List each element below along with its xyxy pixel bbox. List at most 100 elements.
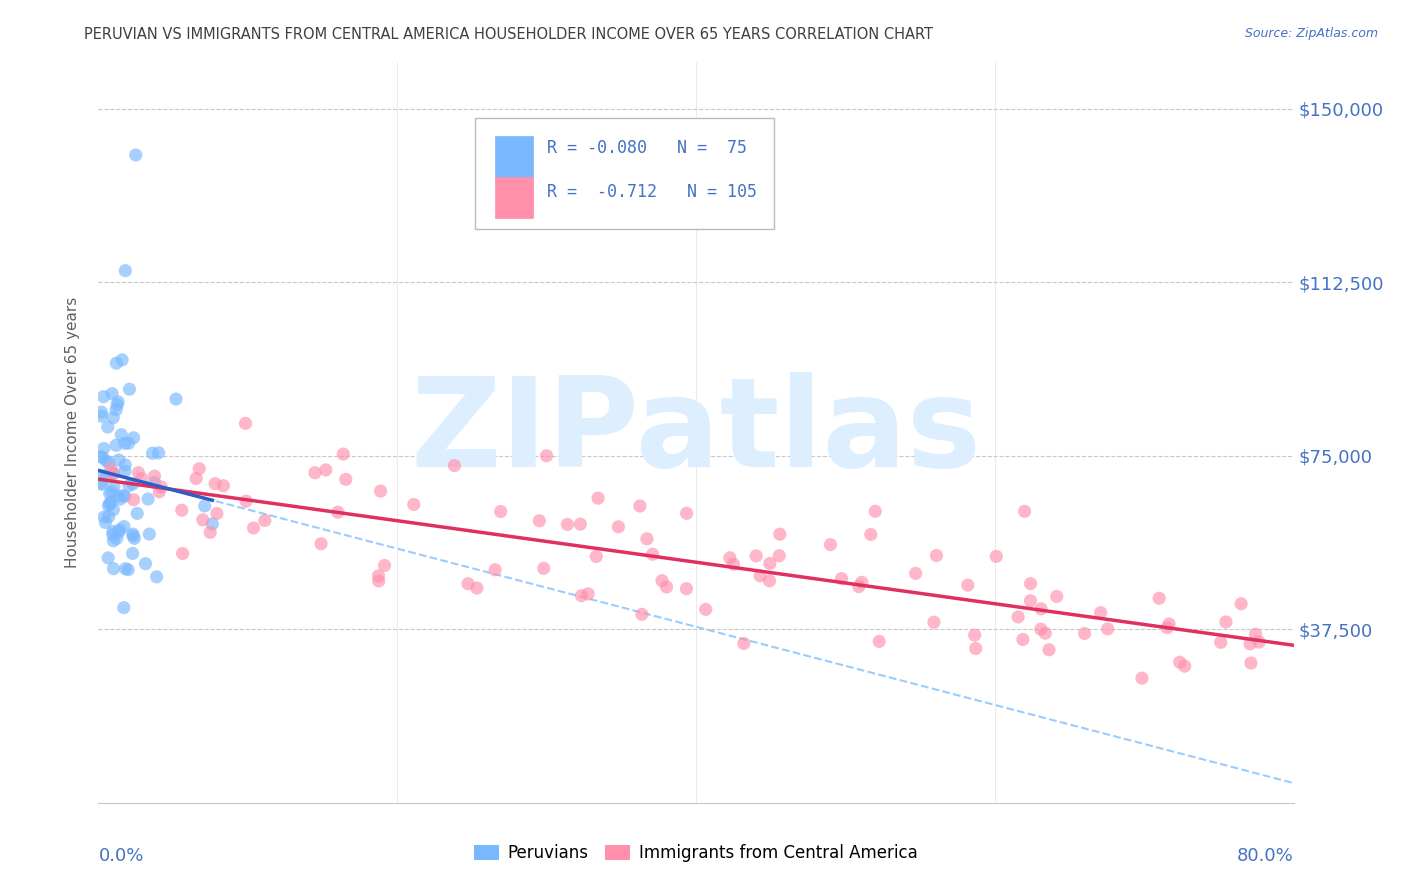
Point [127,507,149,521]
Point [651,574,673,588]
Point [94,453,117,467]
Point [90,409,112,424]
Point [105,402,128,417]
Point [576,587,599,601]
Point [148,446,170,460]
Point [484,563,506,577]
Point [536,449,558,463]
Point [127,466,149,480]
Point [925,549,948,563]
Point [150,480,173,494]
Point [188,461,211,475]
Point [101,524,124,539]
Point [465,581,488,595]
Point [165,392,187,406]
Point [90,468,112,483]
Point [1019,593,1042,607]
Point [1215,615,1237,629]
FancyBboxPatch shape [475,118,773,229]
Point [675,506,697,520]
Text: PERUVIAN VS IMMIGRANTS FROM CENTRAL AMERICA HOUSEHOLDER INCOME OVER 65 YEARS COR: PERUVIAN VS IMMIGRANTS FROM CENTRAL AMER… [84,27,934,42]
Point [235,417,257,431]
Point [1239,637,1261,651]
Point [304,466,326,480]
Point [749,569,772,583]
Point [235,494,257,508]
Point [1073,626,1095,640]
Point [105,532,128,546]
Point [131,472,153,486]
Point [121,546,143,560]
Point [101,386,124,401]
Legend: Peruvians, Immigrants from Central America: Peruvians, Immigrants from Central Ameri… [468,838,924,869]
Point [571,589,593,603]
Point [103,533,125,548]
Point [628,499,651,513]
Point [114,436,136,450]
Point [97,456,120,470]
Point [374,558,396,573]
Point [631,607,654,622]
Point [1230,597,1253,611]
Point [733,636,755,650]
Point [105,398,128,412]
FancyBboxPatch shape [495,178,533,218]
Point [956,578,979,592]
Point [122,527,145,541]
Point [96,468,118,483]
Point [367,574,389,588]
Point [141,446,163,460]
Point [1046,590,1069,604]
Point [94,516,117,530]
Point [105,356,128,370]
Point [93,509,115,524]
Point [1147,591,1170,606]
Point [114,263,136,277]
Point [204,476,226,491]
Point [90,450,112,465]
Point [212,479,235,493]
Point [723,558,745,572]
Point [641,547,664,561]
Point [1157,617,1180,632]
Point [201,516,224,531]
Point [586,491,609,505]
Point [1240,656,1263,670]
Point [97,550,120,565]
Point [118,479,141,493]
Point [820,538,842,552]
Point [105,438,128,452]
Point [533,561,555,575]
Point [457,576,479,591]
Point [1029,602,1052,616]
Point [114,562,136,576]
Point [101,527,124,541]
Point [1038,642,1060,657]
Point [114,489,136,503]
Point [136,491,159,506]
Point [904,566,927,581]
Point [242,521,264,535]
Point [117,563,139,577]
Point [1012,632,1035,647]
Point [98,497,121,511]
Point [110,427,132,442]
Point [443,458,465,473]
Point [93,390,115,404]
Point [759,557,782,571]
Point [859,527,882,541]
Point [1168,655,1191,669]
Point [103,410,125,425]
Point [768,549,790,563]
Point [108,525,131,540]
Point [851,575,873,590]
Point [170,503,193,517]
Point [108,453,131,467]
Point [965,641,987,656]
Point [963,628,986,642]
Point [986,549,1008,564]
Point [122,529,145,543]
Point [97,420,120,434]
Point [1174,659,1197,673]
Point [636,532,658,546]
